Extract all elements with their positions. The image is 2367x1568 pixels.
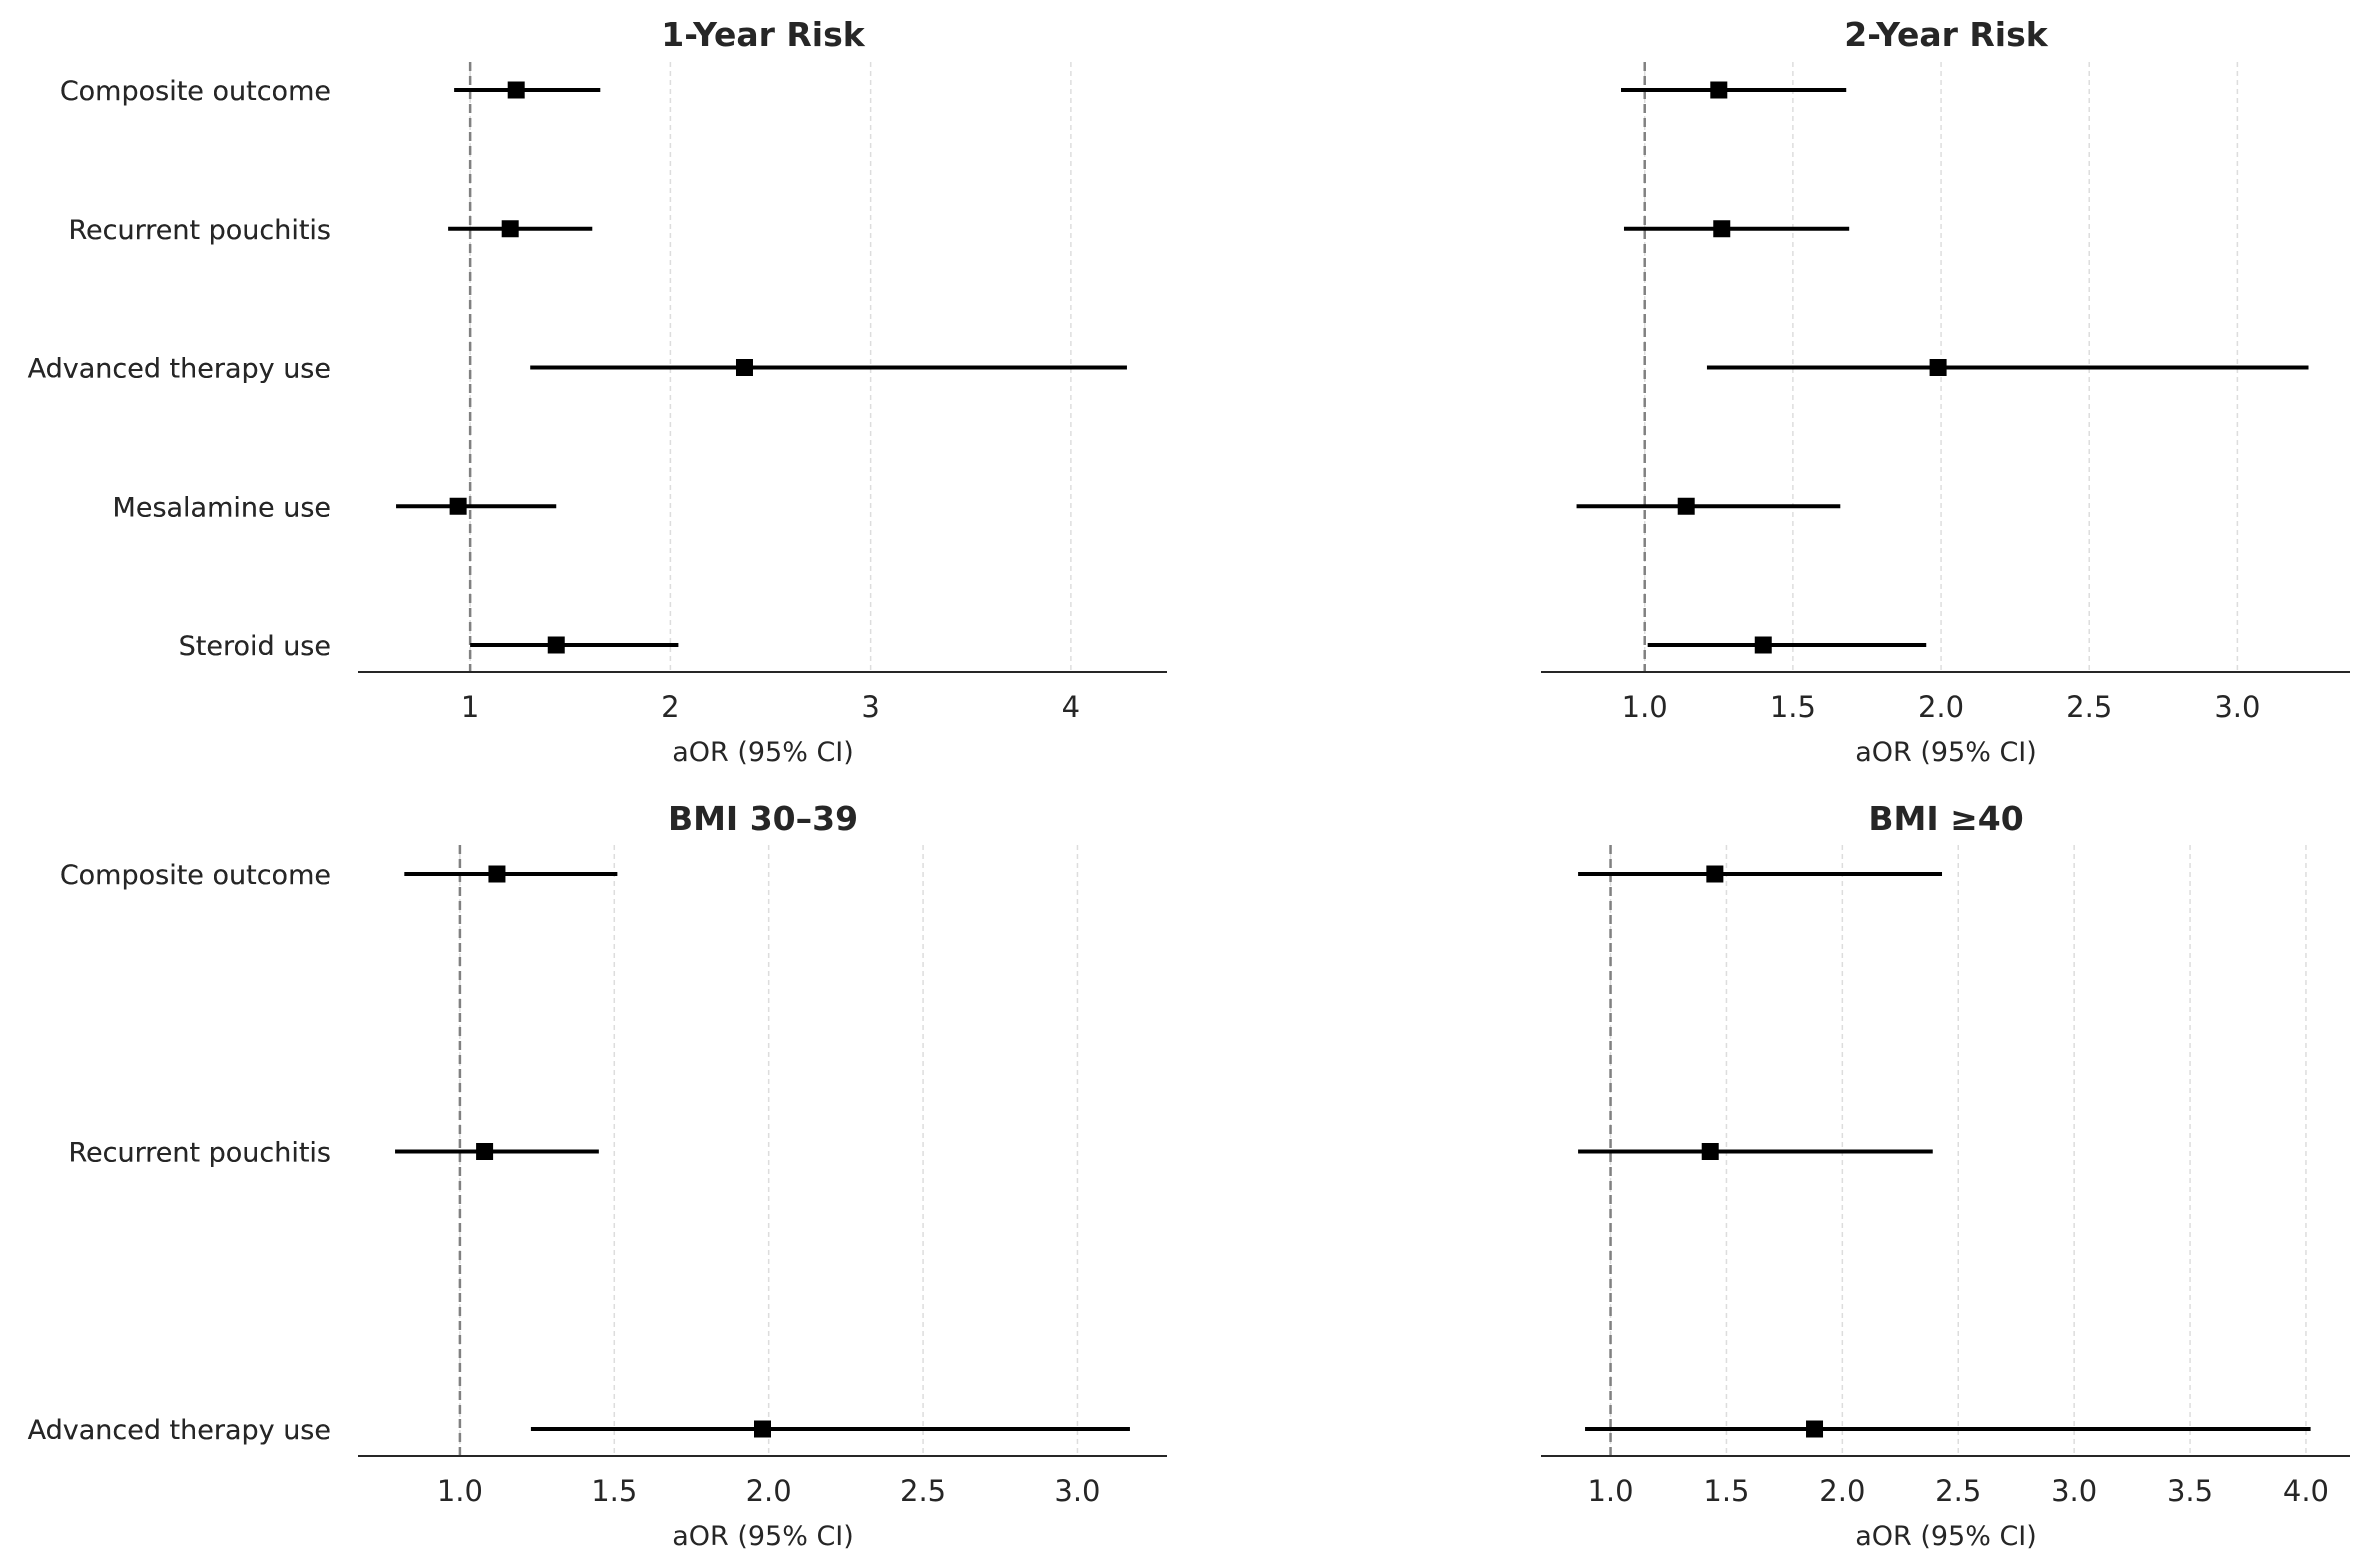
x-tick-label: 4.0 xyxy=(2283,1474,2329,1508)
outcome-label: Composite outcome xyxy=(60,76,331,107)
estimate-marker xyxy=(547,636,565,654)
x-tick-label: 1 xyxy=(461,690,479,724)
outcome-label: Mesalamine use xyxy=(113,492,331,523)
estimate-marker xyxy=(1929,359,1947,376)
panel-title: 2-Year Risk xyxy=(1844,15,2048,54)
outcome-label: Recurrent pouchitis xyxy=(68,1138,331,1169)
x-tick-label: 1.5 xyxy=(1770,690,1816,724)
estimate-marker xyxy=(1713,220,1731,238)
x-tick-label: 3.0 xyxy=(1054,1474,1100,1508)
estimate-marker xyxy=(754,1420,771,1438)
estimate-marker xyxy=(735,359,753,376)
panel-1-year-risk: 1-Year Risk aOR (95% CI) 1 2 3 4 Composite o… xyxy=(28,15,1167,768)
outcome-label: Composite outcome xyxy=(60,860,331,891)
x-tick-label: 2.0 xyxy=(1918,690,1964,724)
x-tick-label: 2 xyxy=(661,690,679,724)
x-tick-label: 1.5 xyxy=(591,1474,637,1508)
outcome-label: Steroid use xyxy=(179,631,331,662)
estimate-marker xyxy=(476,1143,494,1160)
outcome-label: Mesalamine use xyxy=(113,492,331,523)
x-axis-label: aOR (95% CI) xyxy=(672,737,854,768)
x-tick-label: 3.0 xyxy=(2214,690,2260,724)
x-axis-label: aOR (95% CI) xyxy=(1855,1521,2037,1552)
x-tick-label: 3 xyxy=(861,690,879,724)
x-tick-label: 4 xyxy=(1062,690,1080,724)
x-tick-label: 2.0 xyxy=(1819,1474,1865,1508)
x-tick-label: 1.5 xyxy=(1703,1474,1749,1508)
estimate-marker xyxy=(1706,865,1724,883)
panel-title: BMI 30–39 xyxy=(668,799,858,838)
x-tick-label: 3.5 xyxy=(2167,1474,2213,1508)
panel-title: BMI ≥40 xyxy=(1868,799,2023,838)
estimate-marker xyxy=(1710,81,1728,99)
estimate-marker xyxy=(501,220,519,238)
panel-bmi-30-39: BMI 30–39 aOR (95% CI) 1.0 1.5 2.0 2.5 3.0 Co… xyxy=(28,799,1167,1552)
x-axis-label: aOR (95% CI) xyxy=(1855,737,2037,768)
outcome-label: Steroid use xyxy=(179,631,331,662)
estimate-marker xyxy=(1677,497,1695,515)
outcome-label: Advanced therapy use xyxy=(28,1415,331,1446)
outcome-label: Recurrent pouchitis xyxy=(68,215,331,246)
outcome-label: Recurrent pouchitis xyxy=(68,1138,331,1169)
outcome-label: Composite outcome xyxy=(60,76,331,107)
estimate-marker xyxy=(1754,636,1772,654)
x-tick-label: 1.0 xyxy=(1622,690,1668,724)
outcome-label: Advanced therapy use xyxy=(28,1415,331,1446)
x-tick-label: 1.0 xyxy=(437,1474,483,1508)
outcome-label: Advanced therapy use xyxy=(28,354,331,385)
estimate-marker xyxy=(1806,1420,1824,1438)
x-tick-label: 2.5 xyxy=(900,1474,946,1508)
x-tick-label: 2.0 xyxy=(746,1474,792,1508)
outcome-label: Recurrent pouchitis xyxy=(68,215,331,246)
estimate-marker xyxy=(449,497,467,515)
estimate-marker xyxy=(507,81,525,99)
estimate-marker xyxy=(1701,1143,1719,1160)
outcome-label: Advanced therapy use xyxy=(28,354,331,385)
x-axis-label: aOR (95% CI) xyxy=(672,1521,854,1552)
x-tick-label: 2.5 xyxy=(1935,1474,1981,1508)
panel-bmi-40-plus: BMI ≥40 aOR (95% CI) 1.0 1.5 2.0 2.5 3.0 3.5 4… xyxy=(28,799,2350,1552)
x-tick-label: 2.5 xyxy=(2066,690,2112,724)
x-tick-label: 1.0 xyxy=(1587,1474,1633,1508)
panel-2-year-risk: 2-Year Risk aOR (95% CI) 1.0 1.5 2.0 2.5 3.0… xyxy=(28,15,2350,768)
outcome-label: Composite outcome xyxy=(60,860,331,891)
x-tick-label: 3.0 xyxy=(2051,1474,2097,1508)
panel-title: 1-Year Risk xyxy=(661,15,865,54)
estimate-marker xyxy=(488,865,506,883)
